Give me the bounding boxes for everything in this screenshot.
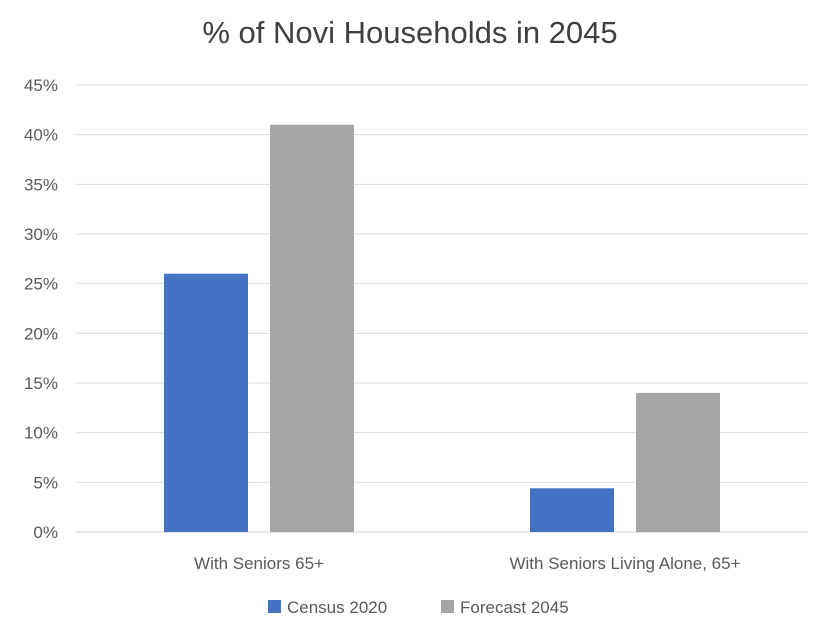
legend-swatch	[268, 600, 281, 613]
y-tick-label: 15%	[24, 374, 58, 393]
y-tick-label: 20%	[24, 324, 58, 343]
y-tick-label: 5%	[33, 473, 58, 492]
legend-label: Census 2020	[287, 598, 387, 617]
legend-swatch	[441, 600, 454, 613]
bar-census-2020	[164, 273, 248, 532]
bars	[164, 124, 720, 532]
legend-label: Forecast 2045	[460, 598, 569, 617]
y-tick-label: 45%	[24, 76, 58, 95]
x-category-label: With Seniors 65+	[194, 554, 324, 573]
y-tick-label: 30%	[24, 225, 58, 244]
y-tick-label: 40%	[24, 126, 58, 145]
y-tick-label: 0%	[33, 523, 58, 542]
y-tick-label: 35%	[24, 175, 58, 194]
bar-census-2020	[530, 488, 614, 532]
y-tick-label: 10%	[24, 424, 58, 443]
y-axis-ticks: 0% 5% 10% 15% 20% 25% 30% 35% 40% 45%	[24, 76, 58, 542]
x-axis-categories: With Seniors 65+ With Seniors Living Alon…	[194, 554, 741, 573]
bar-forecast-2045	[270, 124, 354, 532]
bar-forecast-2045	[636, 392, 720, 532]
x-category-label: With Seniors Living Alone, 65+	[509, 554, 740, 573]
y-tick-label: 25%	[24, 275, 58, 294]
chart-title: % of Novi Households in 2045	[202, 15, 617, 50]
legend: Census 2020 Forecast 2045	[268, 598, 569, 617]
